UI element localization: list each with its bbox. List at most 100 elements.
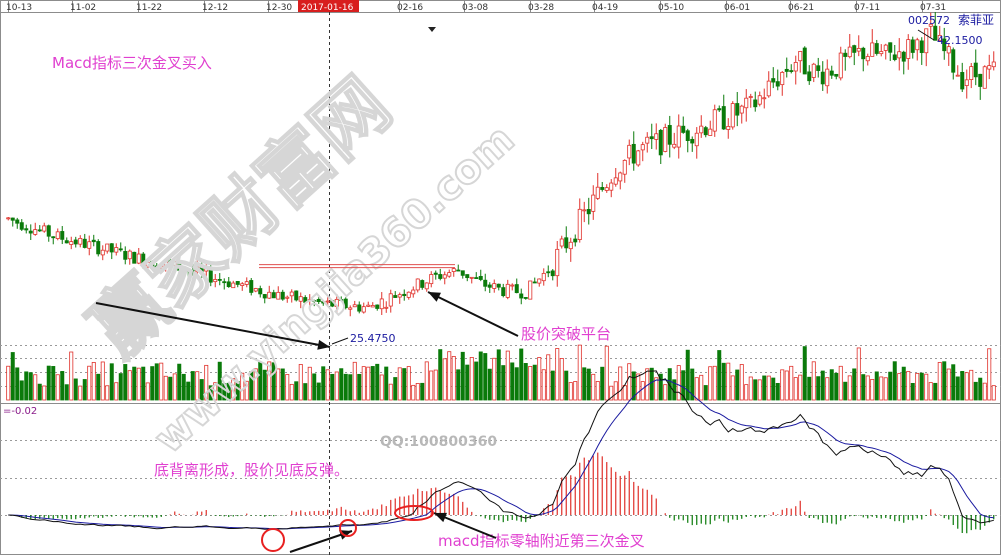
candle-body <box>649 136 654 140</box>
volume-bar <box>946 368 951 401</box>
volume-bar <box>798 374 803 401</box>
candle-body <box>802 47 807 75</box>
candle-body <box>600 187 605 190</box>
volume-bar <box>330 373 335 401</box>
candle-body <box>433 272 438 275</box>
volume-bar <box>514 367 519 401</box>
candle-body <box>883 44 888 51</box>
candle-body <box>604 187 609 191</box>
candle-body <box>523 297 528 299</box>
volume-bar <box>582 367 587 401</box>
volume-bar <box>541 369 546 401</box>
volume-bar <box>919 372 924 401</box>
candle-body <box>163 261 168 266</box>
high-price-pointer <box>917 29 935 41</box>
volume-bar <box>744 384 749 401</box>
volume-bar <box>19 380 24 401</box>
candle-body <box>505 283 510 298</box>
volume-bar <box>195 371 200 401</box>
candle-body <box>834 73 839 77</box>
volume-bar <box>784 370 789 401</box>
volume-bar <box>802 346 807 401</box>
volume-bar <box>145 382 150 401</box>
volume-bar <box>559 358 564 401</box>
watermark: 赢家财富网 www.yingjia360.com QQ:100800360 <box>73 61 524 464</box>
volume-bar <box>537 357 542 401</box>
candle-body <box>136 253 141 264</box>
candle-body <box>667 125 672 145</box>
candle-body <box>361 306 366 313</box>
candle-body <box>829 70 834 76</box>
volume-bar <box>42 385 47 401</box>
candle-body <box>672 143 677 148</box>
volume-bar <box>924 373 929 401</box>
volume-bar <box>87 365 92 401</box>
volume-bar <box>24 371 29 401</box>
volume-bar <box>181 373 186 401</box>
candle-body <box>226 281 231 288</box>
candle-body <box>460 270 465 276</box>
candle-body <box>699 125 704 134</box>
date-tick-label: 11-22 <box>136 3 162 13</box>
candle-body <box>969 66 974 80</box>
candle-body <box>96 241 101 255</box>
candle-body <box>100 249 105 256</box>
volume-bar <box>892 361 897 401</box>
date-tick-label: 2017-01-16 <box>301 3 354 13</box>
volume-bar <box>906 371 911 401</box>
volume-bar <box>244 380 249 401</box>
candle-body <box>109 243 114 253</box>
volume-bar <box>420 382 425 401</box>
candle-body <box>37 229 42 232</box>
divergence-arrow-head <box>317 339 330 350</box>
volume-bar <box>649 367 654 401</box>
volume-bar <box>253 368 258 401</box>
volume-bar <box>613 381 618 401</box>
candle-body <box>501 287 506 297</box>
candle-body <box>514 284 519 294</box>
candle-body <box>843 52 848 57</box>
volume-bar <box>402 368 407 401</box>
volume-bar <box>505 350 510 401</box>
candle-body <box>343 298 348 309</box>
candle-body <box>654 133 659 140</box>
volume-bar <box>865 375 870 401</box>
candle-body <box>820 71 825 85</box>
candle-body <box>694 132 699 147</box>
candle-body <box>105 243 110 252</box>
candle-body <box>564 237 569 249</box>
candle-body <box>870 42 875 57</box>
candle-body <box>235 281 240 285</box>
candle-body <box>411 289 416 295</box>
candle-body <box>10 217 15 221</box>
candle-body <box>316 299 321 303</box>
candle-body <box>532 281 537 284</box>
candle-body <box>406 291 411 298</box>
candle-body <box>487 284 492 288</box>
volume-bar <box>685 349 690 401</box>
volume-bar <box>555 348 560 401</box>
volume-bar <box>262 369 267 401</box>
candle-body <box>199 265 204 272</box>
candle-body <box>217 278 222 281</box>
candle-body <box>717 108 722 111</box>
volume-bar <box>109 363 114 401</box>
candle-body <box>280 291 285 300</box>
volume-bar <box>663 384 668 401</box>
candle-body <box>118 248 123 251</box>
dea-line <box>8 379 994 530</box>
candle-body <box>181 269 186 272</box>
candle-body <box>6 217 11 220</box>
highlighted-date-badge <box>298 0 359 12</box>
volume-bar <box>415 383 420 401</box>
volume-bar <box>870 378 875 401</box>
volume-bar <box>910 382 915 401</box>
volume-bar <box>843 381 848 401</box>
candle-body <box>249 280 254 293</box>
candle-body <box>946 46 951 54</box>
candle-body <box>874 43 879 54</box>
volume-bar <box>280 368 285 401</box>
date-tick-label: 06-21 <box>788 3 814 13</box>
candle-body <box>312 300 317 302</box>
volume-bar <box>411 384 416 401</box>
